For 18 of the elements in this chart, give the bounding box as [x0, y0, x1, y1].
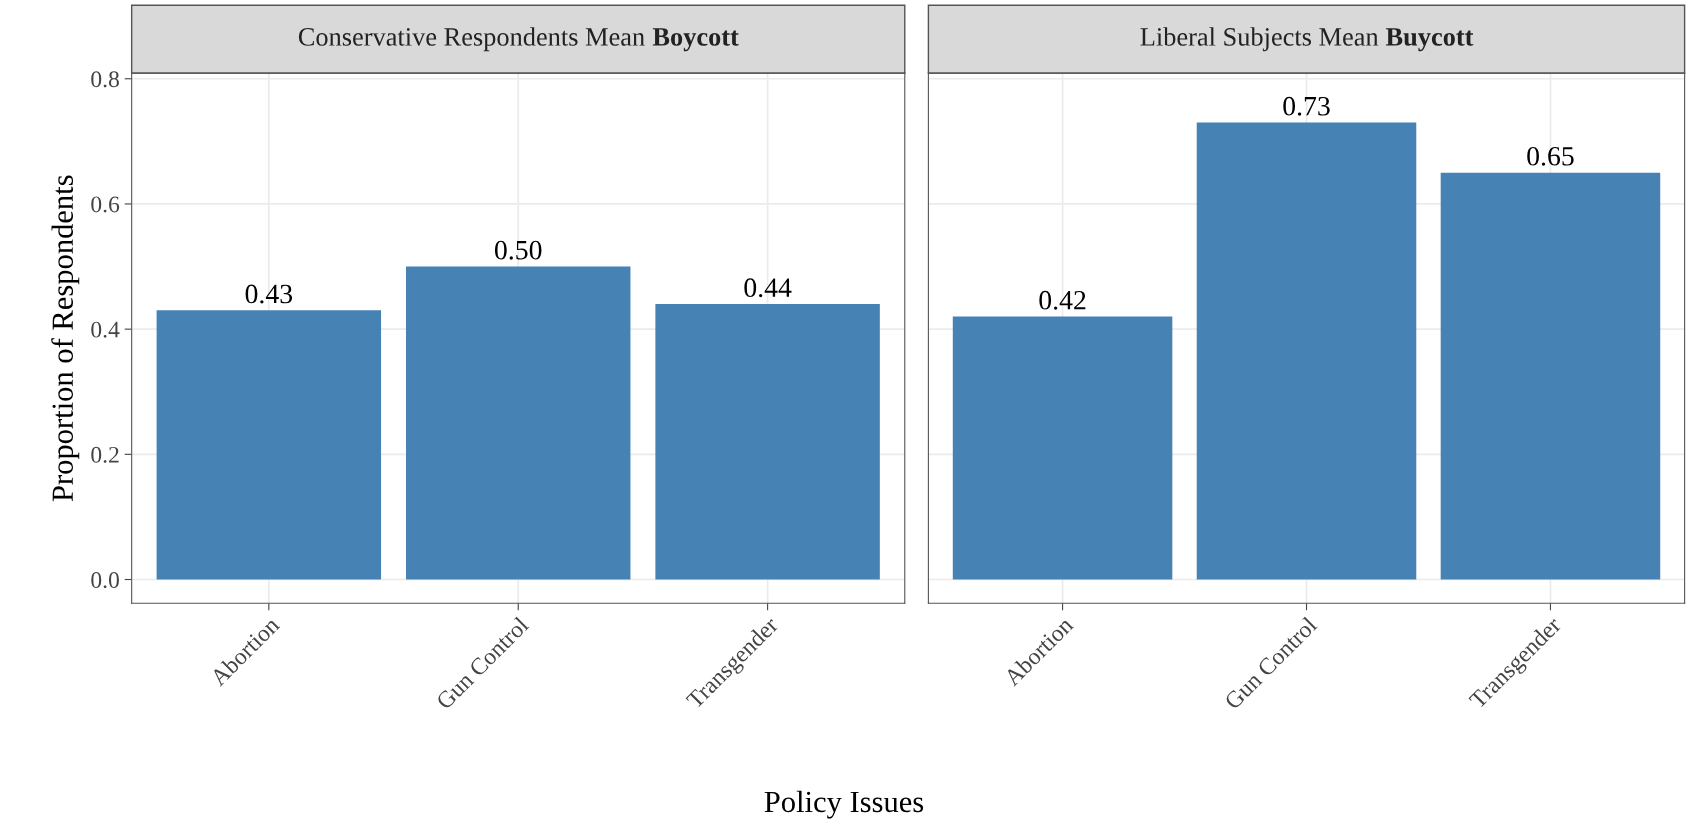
bar — [655, 304, 880, 580]
y-tick-label: 0.2 — [91, 446, 119, 463]
data-label: 0.43 — [245, 284, 293, 304]
y-axis-title: Proportion of Respondents — [51, 175, 80, 502]
x-axis-title: Policy Issues — [764, 790, 924, 819]
y-tick-label: 0.0 — [91, 572, 119, 589]
data-label: 0.50 — [494, 240, 542, 260]
y-tick-label: 0.8 — [91, 71, 119, 88]
data-label: 0.44 — [744, 278, 792, 298]
y-tick-label: 0.4 — [91, 321, 120, 338]
chart-title: Conservative Respondents Mean Boycott — [298, 27, 739, 52]
data-label: 0.73 — [1283, 96, 1330, 116]
bar — [156, 310, 382, 580]
chart-title: Liberal Subjects Mean Buycott — [1140, 27, 1474, 52]
y-tick-label: 0.6 — [91, 196, 120, 213]
data-label: 0.42 — [1039, 290, 1086, 310]
bar — [405, 266, 631, 580]
data-label: 0.65 — [1527, 146, 1574, 166]
